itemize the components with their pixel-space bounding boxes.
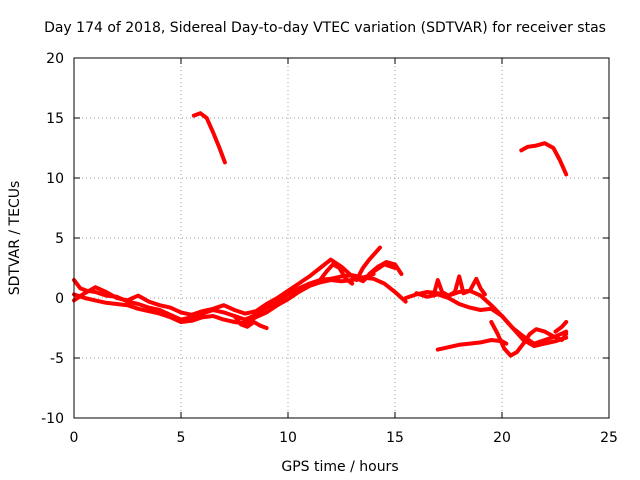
y-tick-label: 0: [55, 291, 64, 307]
y-tick-label: 20: [46, 51, 64, 67]
series-arc-11: [435, 338, 509, 352]
y-tick-label: 15: [46, 111, 64, 127]
series-arc-6: [354, 245, 382, 282]
series-arc-12: [489, 320, 569, 358]
series-arc-8: [403, 288, 569, 346]
x-tick-label: 5: [177, 430, 186, 446]
series-arc-14: [191, 111, 227, 165]
series-arc-13: [553, 320, 569, 334]
x-axis-label: GPS time / hours: [281, 459, 398, 475]
x-tick-label: 20: [493, 430, 511, 446]
series-arc-5: [318, 262, 355, 286]
plot-frame: [73, 57, 610, 419]
y-tick-label: -5: [50, 351, 64, 367]
data-series: [72, 111, 569, 358]
chart-title: Day 174 of 2018, Sidereal Day-to-day VTE…: [44, 20, 606, 36]
series-arc-3: [72, 257, 397, 317]
y-tick-label: 10: [46, 171, 64, 187]
x-tick-label: 25: [600, 430, 618, 446]
series-arc-4: [232, 314, 269, 330]
y-tick-label: -10: [41, 411, 64, 427]
x-tick-label: 15: [386, 430, 404, 446]
grid: [74, 58, 609, 418]
series-arc-10: [431, 274, 487, 298]
series-arc-9: [414, 291, 569, 348]
y-tick-label: 5: [55, 231, 64, 247]
y-axis-label: SDTVAR / TECUs: [7, 181, 23, 296]
x-tick-label: 10: [279, 430, 297, 446]
axis-ticks: 0 5 10 15 20 25 -10 -5 0 5 10 15 20: [41, 51, 618, 446]
x-tick-label: 0: [70, 430, 79, 446]
series-arc-7: [367, 260, 404, 276]
series-arc-15: [519, 141, 569, 177]
